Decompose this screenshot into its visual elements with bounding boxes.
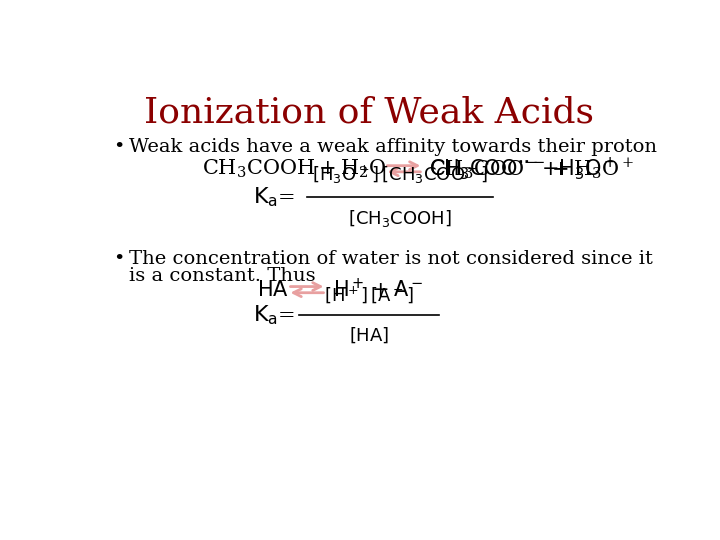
Text: $\mathrm{K_a}$: $\mathrm{K_a}$ — [253, 303, 278, 327]
Text: $\mathrm{[H^+]\,[A^-]}$: $\mathrm{[H^+]\,[A^-]}$ — [324, 284, 414, 305]
Text: $\mathrm{[H_3O^+]\,[CH_3COO^-]}$: $\mathrm{[H_3O^+]\,[CH_3COO^-]}$ — [312, 164, 488, 186]
Text: $\mathregular{CH_3COOH + H_2O}$: $\mathregular{CH_3COOH + H_2O}$ — [202, 158, 387, 180]
Text: =: = — [277, 188, 295, 207]
Text: $\mathregular{CH_3COO^{\boldsymbol{\cdot}-} + H_3O^+}$: $\mathregular{CH_3COO^{\boldsymbol{\cdot… — [429, 156, 635, 181]
Text: $\mathrm{K_a}$: $\mathrm{K_a}$ — [253, 185, 278, 209]
Text: is a constant. Thus: is a constant. Thus — [129, 267, 315, 285]
Text: $\mathrm{HA}$: $\mathrm{HA}$ — [256, 280, 289, 300]
Text: Ionization of Weak Acids: Ionization of Weak Acids — [144, 96, 594, 130]
Text: =: = — [277, 306, 295, 325]
Text: The concentration of water is not considered since it: The concentration of water is not consid… — [129, 249, 652, 268]
Text: •: • — [113, 249, 125, 268]
Text: $\mathrm{CH_3COO}$$^{\mathbf{\cdot}-}$$\mathrm{+ H_3O^+}$: $\mathrm{CH_3COO}$$^{\mathbf{\cdot}-}$$\… — [429, 156, 617, 182]
Text: $\mathrm{[CH_3COOH]}$: $\mathrm{[CH_3COOH]}$ — [348, 208, 452, 229]
Text: $\mathrm{[HA]}$: $\mathrm{[HA]}$ — [349, 325, 389, 345]
Text: •: • — [113, 138, 125, 156]
Text: Weak acids have a weak affinity towards their proton: Weak acids have a weak affinity towards … — [129, 138, 657, 156]
Text: $\mathrm{H^+ + A^-}$: $\mathrm{H^+ + A^-}$ — [333, 278, 423, 301]
